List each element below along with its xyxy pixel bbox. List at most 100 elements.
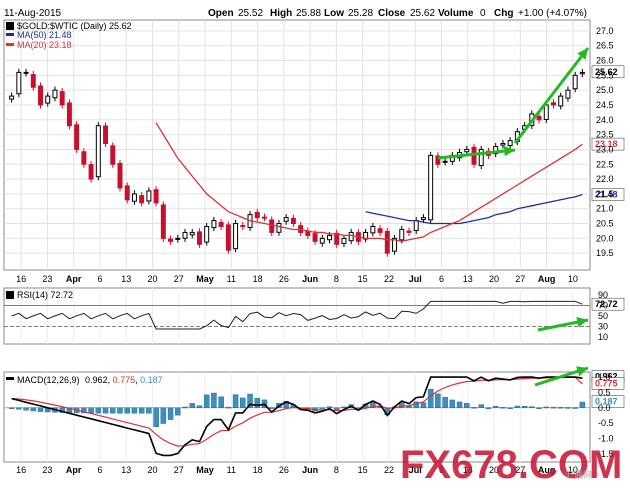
candle-body	[507, 140, 513, 147]
watermark: FX678.COM 汇通网	[400, 443, 622, 487]
macd-histogram-bar	[478, 404, 484, 408]
legend-swatch-ma50	[6, 33, 14, 36]
candle-body	[81, 151, 87, 165]
x-tick-label-bottom: 18	[253, 465, 263, 475]
price-marks: 25.62 23.18 21.48	[9, 47, 625, 257]
candle-body	[327, 234, 332, 241]
macd-tick-label: -1.5	[598, 449, 614, 459]
macd-histogram-bar	[117, 407, 123, 414]
macd-sep2: ,	[135, 375, 140, 385]
x-tick-label: Apr	[66, 274, 82, 284]
rsi-legend: RSI(14) 72.72	[6, 290, 73, 300]
macd-histogram-bar	[514, 405, 521, 408]
macd-histogram-bar	[572, 407, 578, 409]
macd-histogram-bar	[492, 405, 499, 408]
rsi-line	[11, 300, 583, 330]
macd-tick-label: -0.5	[598, 418, 614, 428]
candle-body	[88, 164, 94, 180]
candle-body	[23, 71, 29, 74]
macd-histogram-bar	[543, 406, 549, 409]
macd-histogram-bar	[557, 407, 564, 409]
rsi-marks: 72.72	[4, 297, 625, 332]
open-label: Open	[208, 8, 234, 19]
x-tick-label: Jul	[409, 274, 422, 284]
x-tick-label: Aug	[538, 274, 556, 284]
x-tick-label-bottom: 26	[279, 465, 289, 475]
price-tick-label: 21.5	[596, 189, 614, 199]
x-tick-label: 27	[515, 274, 525, 284]
macd-histogram-bar	[138, 407, 145, 414]
x-tick-label-bottom: Aug	[538, 465, 556, 475]
x-tick-label: 15	[358, 274, 368, 284]
ohlc-header: Open 25.52 High 25.88 Low 25.28 Close 25…	[208, 8, 587, 19]
x-tick-label-bottom: Jul	[409, 465, 422, 475]
legend-ma50: MA(50) 21.48	[17, 30, 72, 40]
candle-body	[117, 162, 123, 189]
arrow-annotation-1-shaft	[437, 148, 516, 160]
candle-body	[370, 226, 376, 234]
macd-histogram-bar	[16, 407, 22, 410]
candle-body	[225, 224, 231, 251]
macd-histogram-bar	[232, 394, 239, 408]
candle-body	[38, 85, 43, 106]
macd-histogram-bar	[95, 407, 102, 414]
x-tick-label-bottom: 11	[227, 465, 236, 475]
macd-histogram-bar	[442, 397, 448, 408]
ma20-line	[155, 122, 583, 242]
price-tick-label: 23.0	[596, 144, 614, 154]
candle-body	[435, 155, 441, 165]
candle-body	[428, 154, 434, 221]
candle-body	[153, 189, 159, 204]
macd-histogram-bar	[110, 407, 116, 414]
macd-histogram-bar	[471, 407, 477, 409]
legend-swatch-rsi	[6, 291, 14, 299]
price-tick-label: 26.5	[596, 41, 614, 51]
x-tick-label: 20	[147, 274, 157, 284]
x-tick-label-bottom: 27	[515, 465, 525, 475]
macd-histogram-bar	[189, 403, 195, 408]
candle-body	[9, 95, 15, 100]
macd-histogram-bar	[153, 407, 159, 427]
candle-body	[478, 148, 484, 166]
candle-body	[377, 228, 383, 233]
x-tick-label: 16	[16, 274, 26, 284]
candle-body	[16, 71, 22, 95]
x-tick-label: May	[196, 274, 214, 284]
x-tick-label-bottom: 22	[384, 465, 394, 475]
arrow-annotation-3-head	[576, 317, 588, 328]
price-tick-label: 23.5	[596, 130, 614, 140]
x-tick-label-bottom: Jun	[302, 465, 318, 475]
candle-body	[262, 216, 267, 219]
macd-histogram-bar	[37, 407, 44, 412]
macd-tick-label: 1.0	[598, 372, 611, 382]
x-tick-label-bottom: 8	[334, 465, 339, 475]
candle-body	[334, 232, 340, 245]
rsi-tick-label: 10	[598, 332, 608, 342]
price-tick-label: 21.0	[596, 204, 614, 214]
macd-histogram-bar	[507, 407, 513, 409]
macd-tick-label: 0.5	[598, 387, 611, 397]
rsi-tag-box	[591, 297, 625, 311]
price-tag-ma50: 21.48	[595, 189, 618, 199]
axis-labels: 19.5 20.0 20.5 21.0 21.5 22.0 22.5 23.0 23.5 24.0…	[16, 26, 613, 475]
candle-body	[543, 104, 549, 120]
price-tick-label: 20.5	[596, 219, 614, 229]
price-tag-ma20-box	[591, 137, 625, 151]
price-tick-label: 22.0	[596, 174, 614, 184]
x-tick-label: 6	[97, 274, 102, 284]
macd-histogram-bar	[464, 403, 470, 408]
candle-body	[59, 91, 65, 106]
candle-body	[103, 125, 109, 145]
price-tick-label: 24.0	[596, 115, 614, 125]
candle-body	[290, 217, 296, 225]
macd-tick-label: -1.0	[598, 434, 614, 444]
macd-line	[11, 376, 583, 457]
candle-body	[160, 204, 166, 239]
x-tick-label-bottom: 23	[42, 465, 52, 475]
low-value: 25.28	[348, 8, 373, 19]
macd-histogram-bar	[211, 392, 217, 408]
macd-tag-2-box	[591, 377, 625, 390]
candle-body	[218, 222, 224, 228]
arrow-annotation-2-shaft	[513, 47, 590, 144]
macd-tag-3: 0.187	[595, 397, 618, 407]
